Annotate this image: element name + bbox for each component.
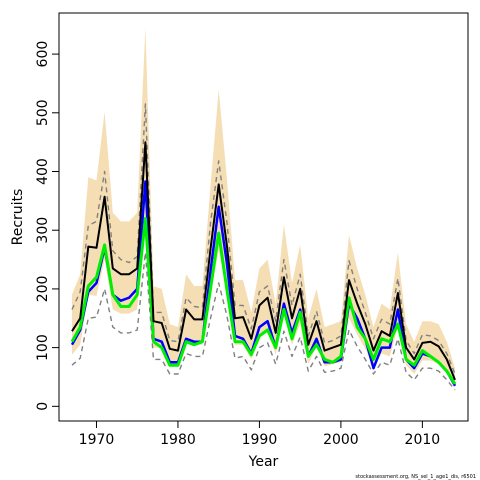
credit-text: stockassessment.org, NS_sel_1_age1_dis, … (355, 474, 476, 480)
confidence-band-layer (72, 27, 455, 388)
x-tick-label: 1990 (242, 432, 278, 448)
x-tick-label: 2000 (323, 432, 359, 448)
y-tick-label: 0 (35, 402, 51, 411)
series-main-line (71, 141, 456, 381)
x-axis: 1970 1980 1990 2000 2010 (79, 421, 441, 448)
y-tick-label: 100 (35, 334, 51, 361)
x-axis-title: Year (248, 454, 279, 470)
y-tick-label: 400 (35, 158, 51, 185)
y-tick-label: 600 (35, 41, 51, 68)
y-axis: 0 100 200 300 400 500 600 (35, 41, 59, 411)
plot-frame (58, 12, 469, 422)
series-layer (70, 103, 457, 391)
series-lower-dashed-line (71, 251, 456, 391)
confidence-band (72, 27, 455, 388)
y-tick-label: 500 (35, 99, 51, 126)
y-tick-label: 200 (35, 276, 51, 303)
x-tick-label: 1980 (160, 432, 196, 448)
x-tick-label: 1970 (79, 432, 115, 448)
x-tick-label: 2010 (405, 432, 441, 448)
series-green-line (70, 217, 457, 385)
y-axis-title: Recruits (10, 189, 26, 246)
series-upper-dashed-line (71, 103, 456, 375)
y-tick-label: 300 (35, 217, 51, 244)
